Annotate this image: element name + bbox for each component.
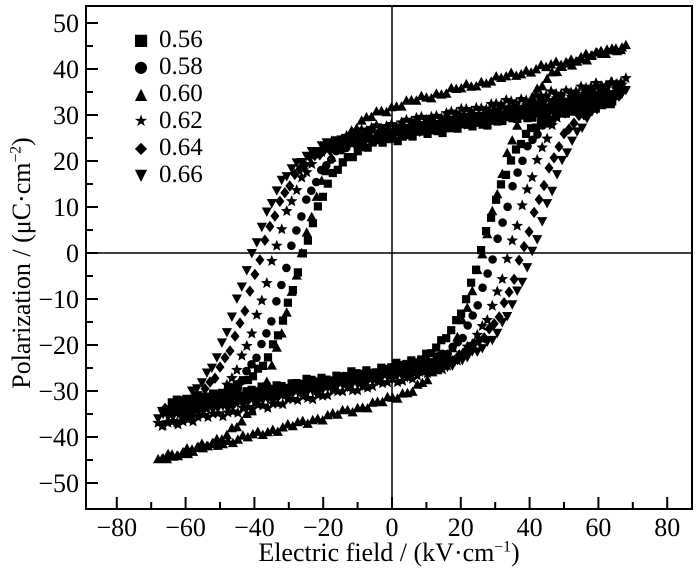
y-tick-label: 30 bbox=[53, 101, 79, 130]
legend-square-icon: ■ bbox=[133, 29, 149, 49]
y-tick-label: 10 bbox=[53, 193, 79, 222]
y-tick-label: −20 bbox=[38, 331, 79, 360]
x-tick-label: −60 bbox=[165, 513, 206, 542]
x-axis-label-text: Electric field / (kV·cm bbox=[258, 538, 495, 567]
legend-item-060: ▲ 0.60 bbox=[127, 80, 203, 107]
x-tick-label: 40 bbox=[517, 513, 543, 542]
legend-label: 0.56 bbox=[159, 26, 203, 53]
y-tick-label: 20 bbox=[53, 147, 79, 176]
y-tick-label: −40 bbox=[38, 423, 79, 452]
legend-item-064: ◆ 0.64 bbox=[127, 134, 203, 161]
y-tick-label: 50 bbox=[53, 9, 79, 38]
x-axis-unit-exponent: −1 bbox=[494, 538, 511, 556]
legend-label: 0.64 bbox=[159, 134, 203, 161]
legend-item-056: ■ 0.56 bbox=[127, 26, 203, 53]
y-axis-label-text: Polarization / (μC·cm bbox=[7, 162, 36, 389]
x-tick-label: 20 bbox=[448, 513, 474, 542]
legend-label: 0.60 bbox=[159, 80, 203, 107]
y-axis-label: Polarization / (μC·cm−2) bbox=[0, 3, 44, 523]
y-tick-label: −30 bbox=[38, 377, 79, 406]
legend-item-062: ★ 0.62 bbox=[127, 107, 203, 134]
x-tick-label: −20 bbox=[303, 513, 344, 542]
x-tick-label: −40 bbox=[234, 513, 275, 542]
x-axis-label-close: ) bbox=[510, 538, 520, 567]
y-tick-label: −10 bbox=[38, 285, 79, 314]
plot-frame bbox=[85, 5, 693, 510]
legend-item-066: ▼ 0.66 bbox=[127, 161, 203, 188]
legend-label: 0.58 bbox=[159, 53, 203, 80]
y-tick-label: 0 bbox=[66, 239, 79, 268]
legend-triangle-down-icon: ▼ bbox=[134, 164, 148, 184]
x-tick-label: 60 bbox=[585, 513, 611, 542]
x-tick-label: 80 bbox=[654, 513, 680, 542]
legend-star-icon: ★ bbox=[133, 110, 149, 130]
legend-triangle-up-icon: ▲ bbox=[134, 83, 148, 103]
legend-label: 0.62 bbox=[159, 107, 203, 134]
x-axis-label: Electric field / (kV·cm−1) bbox=[86, 539, 692, 567]
legend-circle-icon: ● bbox=[134, 56, 148, 76]
series-0.64-markers bbox=[160, 85, 624, 418]
y-tick-label: 40 bbox=[53, 55, 79, 84]
y-tick-label: −50 bbox=[38, 469, 79, 498]
legend-label: 0.66 bbox=[159, 161, 203, 188]
legend-diamond-icon: ◆ bbox=[134, 137, 148, 157]
y-axis-label-close: ) bbox=[7, 137, 36, 146]
legend: ■ 0.56 ● 0.58 ▲ 0.60 ★ 0.62 ◆ 0.64 ▼ 0.6… bbox=[127, 26, 203, 188]
y-axis-unit-exponent: −2 bbox=[7, 145, 25, 163]
legend-item-058: ● 0.58 bbox=[127, 53, 203, 80]
x-tick-label: −80 bbox=[96, 513, 137, 542]
x-tick-label: 0 bbox=[386, 513, 399, 542]
